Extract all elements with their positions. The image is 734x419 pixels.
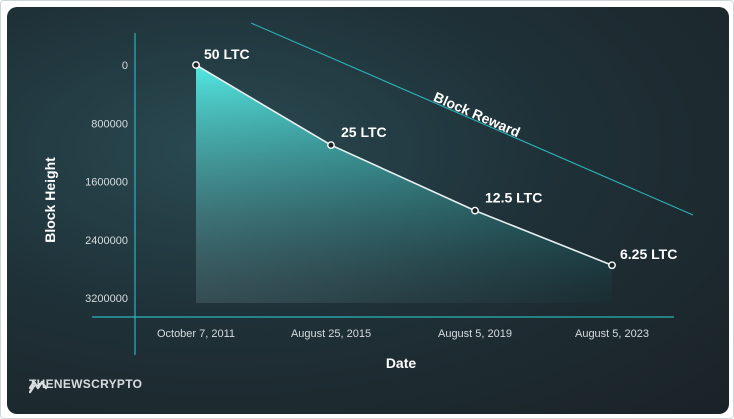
block-reward-annotation: Block Reward xyxy=(431,89,522,141)
y-tick-label: 2400000 xyxy=(85,235,128,247)
x-tick-label: August 25, 2015 xyxy=(291,328,371,340)
block-reward-guide-line xyxy=(250,22,694,216)
x-axis-label: Date xyxy=(386,355,417,371)
x-tick-label: August 5, 2023 xyxy=(575,328,649,340)
data-point xyxy=(327,141,335,149)
x-tick-label: August 5, 2019 xyxy=(438,328,512,340)
data-label: 25 LTC xyxy=(341,124,387,140)
brand-name: THENEWSCRYPTO xyxy=(29,377,143,391)
data-point xyxy=(608,261,616,270)
data-label: 50 LTC xyxy=(204,46,250,62)
brand-logo: THENEWSCRYPTO xyxy=(29,377,143,394)
y-axis-label: Block Height xyxy=(42,157,58,243)
data-label: 6.25 LTC xyxy=(620,246,677,262)
chart-card: 50 LTC 25 LTC 12.5 LTC 6.25 LTC 0 800000 16000… xyxy=(7,7,729,414)
block-reward-chart: 50 LTC 25 LTC 12.5 LTC 6.25 LTC 0 800000 16000… xyxy=(42,22,694,371)
data-point xyxy=(192,61,200,69)
y-tick-label: 3200000 xyxy=(85,293,128,305)
x-tick-label: October 7, 2011 xyxy=(157,328,235,340)
area-shade xyxy=(196,65,612,303)
data-label: 12.5 LTC xyxy=(485,190,542,206)
wave-logo-icon xyxy=(29,380,47,394)
y-tick-label: 0 xyxy=(122,60,128,72)
data-point xyxy=(471,206,479,215)
y-tick-label: 800000 xyxy=(91,118,128,130)
series-line xyxy=(195,64,613,266)
y-tick-label: 1600000 xyxy=(85,177,128,189)
